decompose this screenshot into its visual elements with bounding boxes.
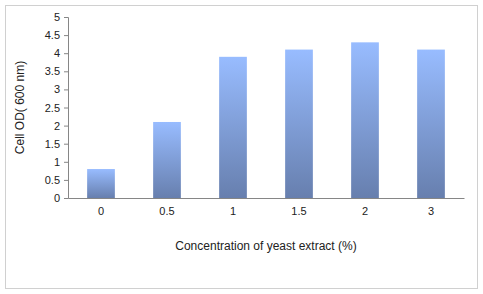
x-tick: 0 [98, 198, 104, 217]
y-tick: 5 [54, 11, 68, 23]
x-tick: 1 [230, 198, 236, 217]
y-tick-mark [64, 53, 68, 54]
y-tick: 3.5 [45, 65, 68, 77]
y-tick-mark [64, 108, 68, 109]
x-tick-label: 2 [362, 205, 368, 217]
bar [285, 50, 313, 198]
y-tick-mark [64, 162, 68, 163]
x-tick: 3 [428, 198, 434, 217]
x-tick-label: 0.5 [159, 205, 174, 217]
y-tick-mark [64, 35, 68, 36]
x-tick: 2 [362, 198, 368, 217]
y-axis-line [64, 18, 69, 199]
x-axis-title: Concentration of yeast extract (%) [175, 239, 356, 253]
y-tick: 1.5 [45, 138, 68, 150]
x-tick: 1.5 [291, 198, 306, 217]
y-tick: 4 [54, 47, 68, 59]
y-tick-label: 2.5 [45, 102, 60, 114]
y-tick-label: 0 [54, 192, 60, 204]
y-tick-mark [64, 180, 68, 181]
y-tick-label: 4.5 [45, 29, 60, 41]
y-tick-mark [64, 198, 68, 199]
y-tick: 2.5 [45, 102, 68, 114]
y-tick: 4.5 [45, 29, 68, 41]
y-tick: 3 [54, 83, 68, 95]
y-tick-mark [64, 17, 68, 18]
x-tick-label: 3 [428, 205, 434, 217]
y-tick-label: 0.5 [45, 174, 60, 186]
y-tick-label: 4 [54, 47, 60, 59]
chart: 0 0.5 1 1.5 2 2.5 3 3.5 4 4.5 5 0 0.5 1 1.5 2 3 Concentra… [0, 0, 483, 294]
y-tick-mark [64, 89, 68, 90]
bar [351, 42, 379, 198]
y-axis: 0 0.5 1 1.5 2 2.5 3 3.5 4 4.5 5 [45, 11, 69, 204]
bar [87, 169, 115, 198]
x-tick-label: 0 [98, 205, 104, 217]
bar [417, 50, 445, 198]
bar [153, 122, 181, 198]
y-tick-label: 3.5 [45, 65, 60, 77]
y-tick-label: 3 [54, 83, 60, 95]
y-tick: 2 [54, 120, 68, 132]
x-tick-label: 1.5 [291, 205, 306, 217]
chart-frame [6, 6, 478, 289]
x-tick-label: 1 [230, 205, 236, 217]
y-tick: 0 [54, 192, 68, 204]
bars [87, 42, 445, 198]
x-axis: 0 0.5 1 1.5 2 3 [69, 198, 465, 217]
y-tick-mark [64, 71, 68, 72]
y-tick: 1 [54, 156, 68, 168]
x-axis-line [69, 198, 465, 199]
plot: 0 0.5 1 1.5 2 2.5 3 3.5 4 4.5 5 0 0.5 1 1.5 2 3 [45, 11, 465, 217]
x-tick: 0.5 [159, 198, 174, 217]
y-axis-title: Cell OD( 600 nm) [13, 61, 27, 154]
y-tick-label: 1 [54, 156, 60, 168]
y-tick-label: 2 [54, 120, 60, 132]
y-tick: 0.5 [45, 174, 68, 186]
y-tick-label: 5 [54, 11, 60, 23]
y-tick-mark [64, 126, 68, 127]
bar [219, 57, 247, 198]
y-tick-mark [64, 144, 68, 145]
y-tick-label: 1.5 [45, 138, 60, 150]
